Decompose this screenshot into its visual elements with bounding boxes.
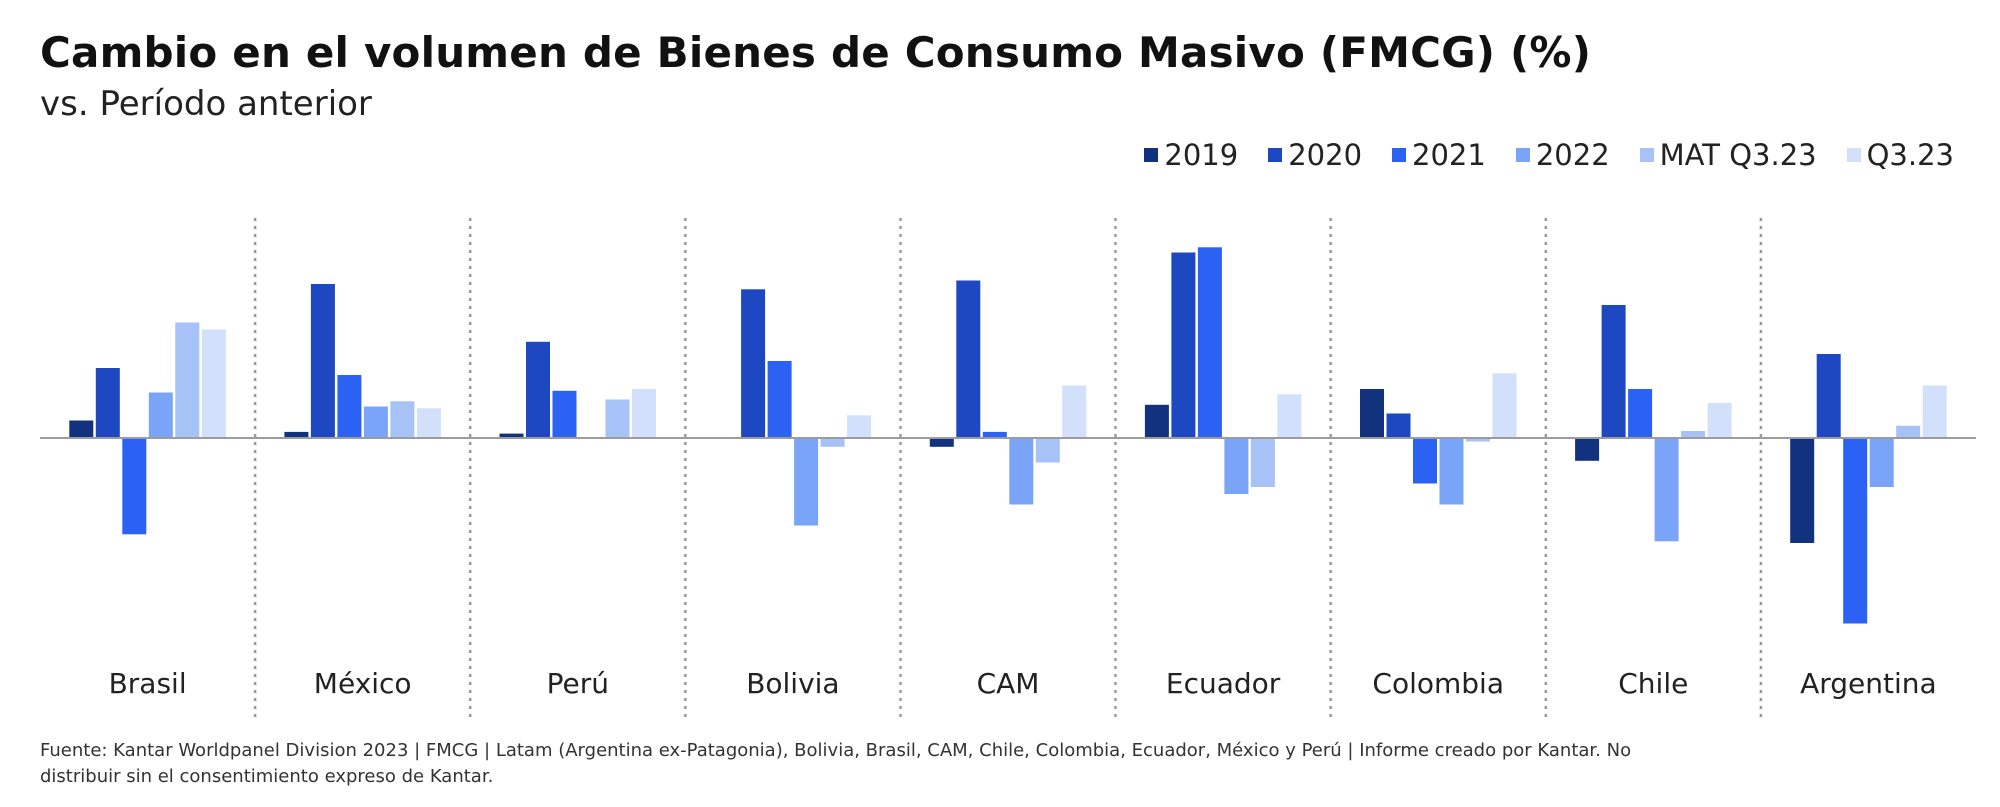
legend-item-2019: 2019 [1144,138,1238,172]
bar-argentina-2022 [1869,438,1894,487]
bar-ecuador-2021 [1197,247,1222,439]
bar-chile-2022 [1654,438,1679,542]
legend-swatch [1268,148,1283,162]
bar-perú-q3-23 [632,389,656,438]
bar-chile-2019 [1575,438,1600,461]
legend-swatch [1144,148,1159,162]
bar-chile-q3-23 [1707,403,1732,438]
category-label: Bolivia [746,667,839,700]
bar-perú-2019 [499,433,524,438]
bar-chile-2021 [1628,389,1653,438]
legend-item-2022: 2022 [1515,138,1610,172]
bar-chile-2020 [1601,305,1626,438]
chart-subtitle: vs. Período anterior [40,84,372,124]
legend-swatch [1639,148,1654,162]
bar-brasil-2021 [122,438,147,535]
legend-label: 2020 [1288,138,1363,172]
bar-bolivia-2021 [767,361,792,438]
bar-brasil-mat-q3-23 [175,322,200,438]
legend-item-2021: 2021 [1392,138,1486,172]
bar-colombia-2020 [1386,413,1411,438]
legend-label: MAT Q3.23 [1659,138,1817,172]
bar-cam-2022 [1009,438,1034,505]
legend-swatch [1392,148,1407,162]
legend-label: Q3.23 [1866,138,1954,172]
legend-item-mat-q3-23: MAT Q3.23 [1639,138,1817,172]
legend-item-q3-23: Q3.23 [1846,138,1954,172]
bar-argentina-q3-23 [1922,385,1947,438]
chart-title: Cambio en el volumen de Bienes de Consum… [40,28,1592,77]
bar-ecuador-2020 [1171,252,1196,438]
bar-perú-mat-q3-23 [605,399,630,438]
bar-ecuador-2022 [1224,438,1249,494]
bar-bolivia-2022 [794,438,819,526]
bar-méxico-2019 [284,431,309,438]
legend-swatch [1846,148,1861,162]
bar-cam-mat-q3-23 [1035,438,1060,463]
bar-argentina-mat-q3-23 [1896,425,1921,439]
bar-méxico-q3-23 [416,408,441,439]
bar-ecuador-q3-23 [1277,394,1302,439]
bar-cam-2021 [982,431,1007,438]
bar-ecuador-mat-q3-23 [1250,438,1275,487]
category-label: Brasil [109,667,187,700]
bar-ecuador-2019 [1144,404,1169,439]
bar-méxico-mat-q3-23 [390,401,415,439]
legend-item-2020: 2020 [1268,138,1362,172]
legend-label: 2022 [1535,138,1610,172]
bar-chile-mat-q3-23 [1681,431,1706,438]
bar-brasil-2020 [95,368,120,438]
legend-label: 2019 [1164,138,1239,172]
legend: 2019 2020 2021 2022 MAT Q3.23 Q3.23 [1144,138,1954,172]
legend-label: 2021 [1412,138,1486,172]
bar-bolivia-2020 [741,289,766,439]
source-note: Fuente: Kantar Worldpanel Division 2023 … [40,740,1632,787]
bar-brasil-2019 [69,420,94,438]
bar-cam-2019 [929,438,954,447]
bar-brasil-q3-23 [201,329,226,438]
category-label: CAM [977,667,1040,700]
bar-colombia-2019 [1360,389,1384,438]
bar-argentina-2021 [1843,438,1868,624]
bar-argentina-2019 [1790,438,1815,543]
bar-colombia-2021 [1413,438,1437,484]
bar-colombia-mat-q3-23 [1466,438,1490,442]
bar-bolivia-q3-23 [847,415,872,439]
bar-argentina-2020 [1816,354,1841,438]
bar-cam-q3-23 [1062,385,1087,438]
category-label: México [314,667,412,700]
category-label: Perú [547,667,609,700]
bar-perú-2021 [552,390,577,439]
bar-chart: Brasil México Perú Bolivia CAM Ecuador Colombi… [40,218,1976,718]
bar-perú-2020 [526,341,550,439]
bar-brasil-2022 [148,392,173,438]
bar-méxico-2022 [363,406,388,438]
bar-colombia-2022 [1439,438,1464,505]
bar-méxico-2020 [310,284,335,438]
category-label: Chile [1618,667,1688,700]
category-label: Argentina [1800,667,1937,700]
legend-swatch [1515,148,1530,162]
bar-colombia-q3-23 [1492,373,1517,439]
bar-cam-2020 [956,280,981,438]
category-label: Colombia [1372,667,1504,700]
bar-méxico-2021 [337,375,362,438]
bar-bolivia-mat-q3-23 [820,438,845,447]
category-label: Ecuador [1166,667,1281,700]
